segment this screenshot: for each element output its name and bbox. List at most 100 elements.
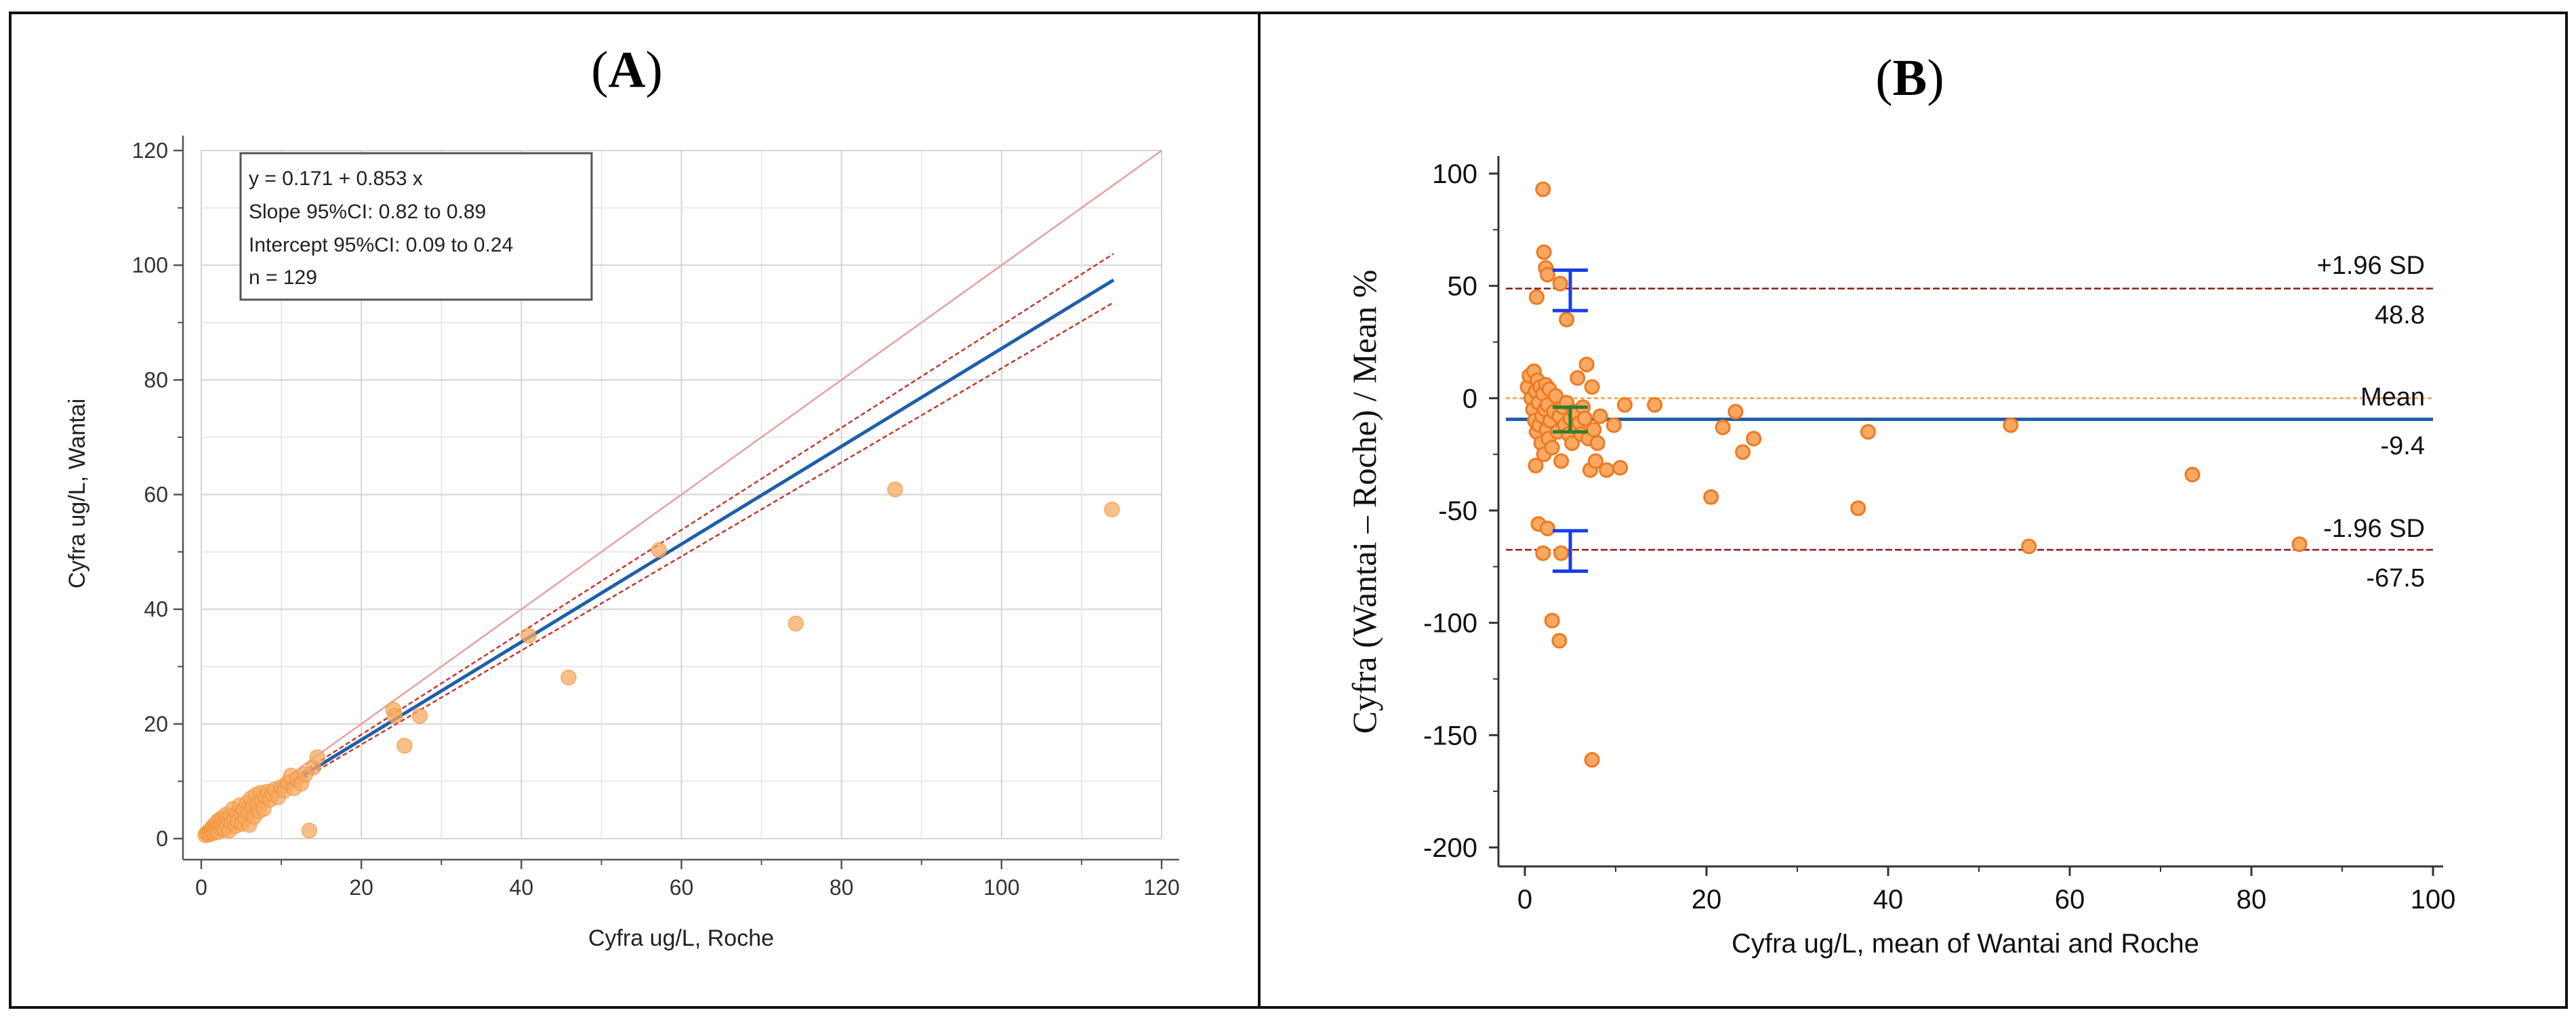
data-point bbox=[1553, 545, 1570, 561]
panel-a-lines bbox=[200, 149, 1162, 840]
lower-loa-value: -67.5 bbox=[2366, 564, 2425, 593]
data-point bbox=[1540, 266, 1555, 283]
x-tick-label: 100 bbox=[983, 875, 1019, 900]
y-tick-label: -50 bbox=[1438, 496, 1477, 526]
panel-b-axis-labels: Cyfra ug/L, mean of Wantai and Roche Cyfr… bbox=[1345, 270, 2199, 959]
data-point bbox=[1584, 379, 1600, 395]
x-tick-label: 40 bbox=[1873, 885, 1904, 915]
y-tick-label: 0 bbox=[1463, 384, 1477, 414]
data-point bbox=[1548, 388, 1564, 404]
ci-lower-line bbox=[201, 302, 1114, 840]
mean-label: Mean bbox=[2360, 383, 2425, 412]
data-point bbox=[309, 749, 325, 765]
x-tick-label: 0 bbox=[195, 875, 207, 900]
data-point bbox=[1535, 545, 1551, 561]
legend-line-equation: y = 0.171 + 0.853 x bbox=[249, 167, 423, 190]
y-tick-label: 80 bbox=[144, 367, 168, 392]
data-point bbox=[1553, 453, 1570, 469]
x-tick-label: 120 bbox=[1143, 875, 1179, 900]
y-tick-label: 100 bbox=[1432, 159, 1477, 189]
data-point bbox=[1551, 633, 1568, 649]
data-point bbox=[1544, 439, 1560, 456]
data-point bbox=[1570, 370, 1586, 386]
data-point bbox=[1104, 501, 1120, 518]
panel-b-points bbox=[1519, 181, 2308, 768]
x-tick-label: 80 bbox=[830, 875, 854, 900]
y-tick-label: 100 bbox=[132, 253, 168, 277]
x-tick-label: 0 bbox=[1517, 885, 1532, 915]
panel-b: (B) 0 20 40 60 80 100 100 50 0 -50 -100 -150 -200 +1… bbox=[1345, 49, 2455, 959]
x-tick-label: 80 bbox=[2236, 885, 2267, 915]
panel-b-ci-bars bbox=[1553, 268, 1588, 573]
data-point bbox=[1860, 424, 1877, 440]
y-tick-label: -200 bbox=[1423, 833, 1477, 863]
panel-a-legend: y = 0.171 + 0.853 x Slope 95%CI: 0.82 to… bbox=[239, 152, 593, 301]
data-point bbox=[1616, 397, 1633, 413]
y-axis-title: Cyfra (Wantai – Roche) / Mean % bbox=[1345, 270, 1383, 734]
legend-line-slope-ci: Slope 95%CI: 0.82 to 0.89 bbox=[249, 201, 486, 223]
panel-b-axes: 0 20 40 60 80 100 100 50 0 -50 -100 -150 -200 bbox=[1423, 156, 2455, 915]
data-point bbox=[1715, 419, 1731, 435]
panel-a-points bbox=[197, 481, 1120, 843]
data-point bbox=[1544, 612, 1560, 628]
data-point bbox=[1588, 453, 1604, 469]
x-tick-label: 20 bbox=[1692, 885, 1722, 915]
x-tick-label: 100 bbox=[2411, 885, 2456, 915]
data-point bbox=[1586, 422, 1602, 438]
identity-line bbox=[201, 149, 1162, 840]
data-point bbox=[1576, 410, 1593, 426]
data-point bbox=[1612, 460, 1629, 476]
y-tick-label: 60 bbox=[144, 483, 168, 507]
y-tick-label: -150 bbox=[1423, 721, 1477, 750]
data-point bbox=[1850, 500, 1866, 517]
data-point bbox=[560, 669, 577, 686]
data-point bbox=[1647, 397, 1663, 413]
panel-a-axes: 0 20 40 60 80 100 120 0 20 40 60 80 100 120 bbox=[132, 136, 1180, 900]
panel-b-annotations: +1.96 SD 48.8 Mean -9.4 -1.96 SD -67.5 bbox=[2317, 252, 2426, 593]
panel-a-label: (A) bbox=[591, 41, 663, 98]
y-tick-label: 120 bbox=[132, 138, 168, 163]
y-tick-label: 20 bbox=[144, 712, 168, 736]
data-point bbox=[1536, 244, 1552, 260]
data-point bbox=[1540, 521, 1555, 537]
data-point bbox=[1703, 489, 1719, 505]
data-point bbox=[1528, 289, 1545, 305]
panel-b-lines bbox=[1506, 287, 2433, 551]
y-tick-label: 40 bbox=[144, 597, 168, 622]
panel-b-label: (B) bbox=[1875, 49, 1944, 106]
data-point bbox=[301, 822, 318, 839]
data-point bbox=[651, 542, 668, 559]
data-point bbox=[1727, 403, 1744, 420]
legend-line-n: n = 129 bbox=[249, 266, 317, 289]
y-tick-label: -100 bbox=[1423, 609, 1477, 639]
x-tick-label: 60 bbox=[2055, 885, 2085, 915]
data-point bbox=[520, 627, 537, 644]
lower-loa-label: -1.96 SD bbox=[2323, 515, 2425, 543]
data-point bbox=[396, 738, 413, 754]
legend-line-intercept-ci: Intercept 95%CI: 0.09 to 0.24 bbox=[249, 234, 513, 256]
y-tick-label: 50 bbox=[1448, 272, 1478, 302]
data-point bbox=[1606, 417, 1622, 433]
data-point bbox=[1746, 431, 1762, 447]
x-axis-title: Cyfra ug/L, Roche bbox=[588, 925, 774, 951]
data-point bbox=[2003, 417, 2019, 433]
upper-loa-value: 48.8 bbox=[2375, 301, 2425, 329]
x-axis-title: Cyfra ug/L, mean of Wantai and Roche bbox=[1732, 929, 2199, 959]
regression-line bbox=[200, 278, 1115, 839]
upper-loa-label: +1.96 SD bbox=[2317, 252, 2426, 280]
data-point bbox=[387, 708, 403, 724]
data-point bbox=[2021, 538, 2037, 555]
data-point bbox=[2291, 536, 2308, 553]
y-axis-title: Cyfra ug/L, Wantai bbox=[64, 399, 90, 588]
panel-a-grid bbox=[201, 150, 1162, 839]
x-tick-label: 60 bbox=[670, 875, 694, 900]
data-point bbox=[411, 708, 428, 724]
data-point bbox=[1559, 311, 1575, 327]
data-point bbox=[1592, 408, 1608, 424]
data-point bbox=[1584, 752, 1600, 768]
x-tick-label: 20 bbox=[349, 875, 373, 900]
data-point bbox=[1578, 357, 1595, 373]
panel-a-axis-labels: Cyfra ug/L, Roche Cyfra ug/L, Wantai bbox=[64, 399, 774, 951]
x-tick-label: 40 bbox=[510, 875, 534, 900]
